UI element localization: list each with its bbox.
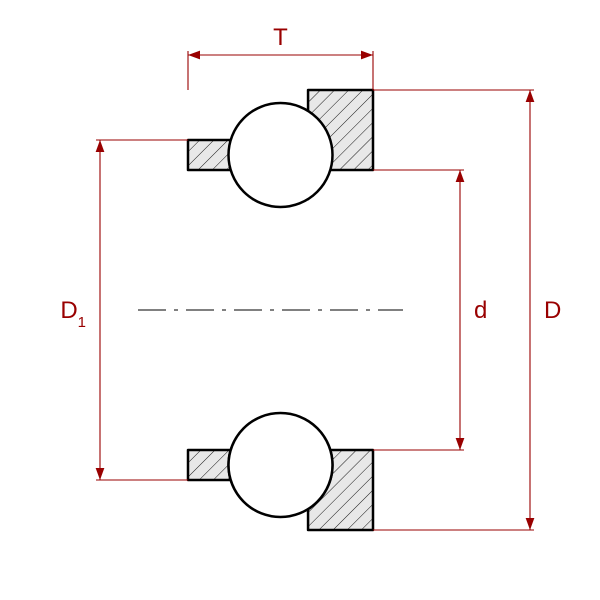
svg-text:D: D [544,297,561,324]
svg-text:T: T [273,24,288,51]
svg-text:d: d [474,297,487,324]
svg-text:D1: D1 [60,297,86,331]
bearing-diagram: .body-stroke { stroke:#000000; stroke-wi… [0,0,600,600]
